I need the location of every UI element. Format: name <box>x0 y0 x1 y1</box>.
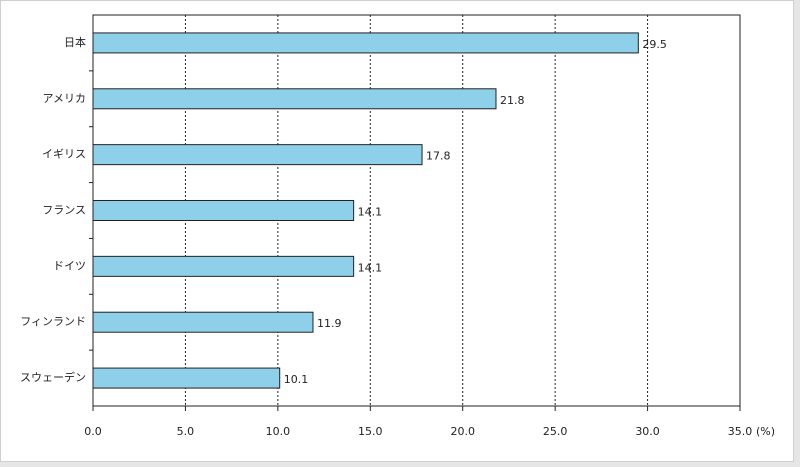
value-label: 11.9 <box>317 317 342 330</box>
bar <box>92 255 355 277</box>
y-tick-label: イギリス <box>42 148 86 161</box>
y-tick-label: スウェーデン <box>20 370 86 384</box>
y-tick-label: 日本 <box>64 35 86 49</box>
frame <box>0 0 794 462</box>
value-label: 21.8 <box>500 94 525 107</box>
value-label: 14.1 <box>358 261 383 274</box>
x-tick-label: 25.0 <box>543 425 568 438</box>
bar <box>92 311 314 333</box>
x-tick-label: 30.0 <box>635 425 660 438</box>
y-tick-label: ドイツ <box>53 259 86 272</box>
x-tick-label: 15.0 <box>358 425 383 438</box>
x-tick-label: 35.0 <box>728 425 753 438</box>
bar <box>92 200 355 221</box>
x-tick-label: 5.0 <box>177 425 195 438</box>
y-tick-label: フランス <box>42 204 86 217</box>
margin <box>0 462 800 467</box>
y-tick-label: アメリカ <box>43 92 86 105</box>
bar <box>92 367 281 389</box>
value-label: 14.1 <box>358 206 383 219</box>
bar <box>92 32 639 54</box>
y-tick-label: フィンランド <box>20 315 86 328</box>
bar <box>92 88 497 110</box>
value-label: 29.5 <box>642 38 667 51</box>
x-tick-label: 10.0 <box>266 425 291 438</box>
margin <box>794 0 800 467</box>
x-tick-label: 0.0 <box>84 425 102 438</box>
x-tick-label: 20.0 <box>450 425 475 438</box>
value-label: 17.8 <box>426 150 451 163</box>
value-label: 10.1 <box>284 373 309 386</box>
bar <box>92 144 423 166</box>
x-unit: (%) <box>756 425 775 438</box>
